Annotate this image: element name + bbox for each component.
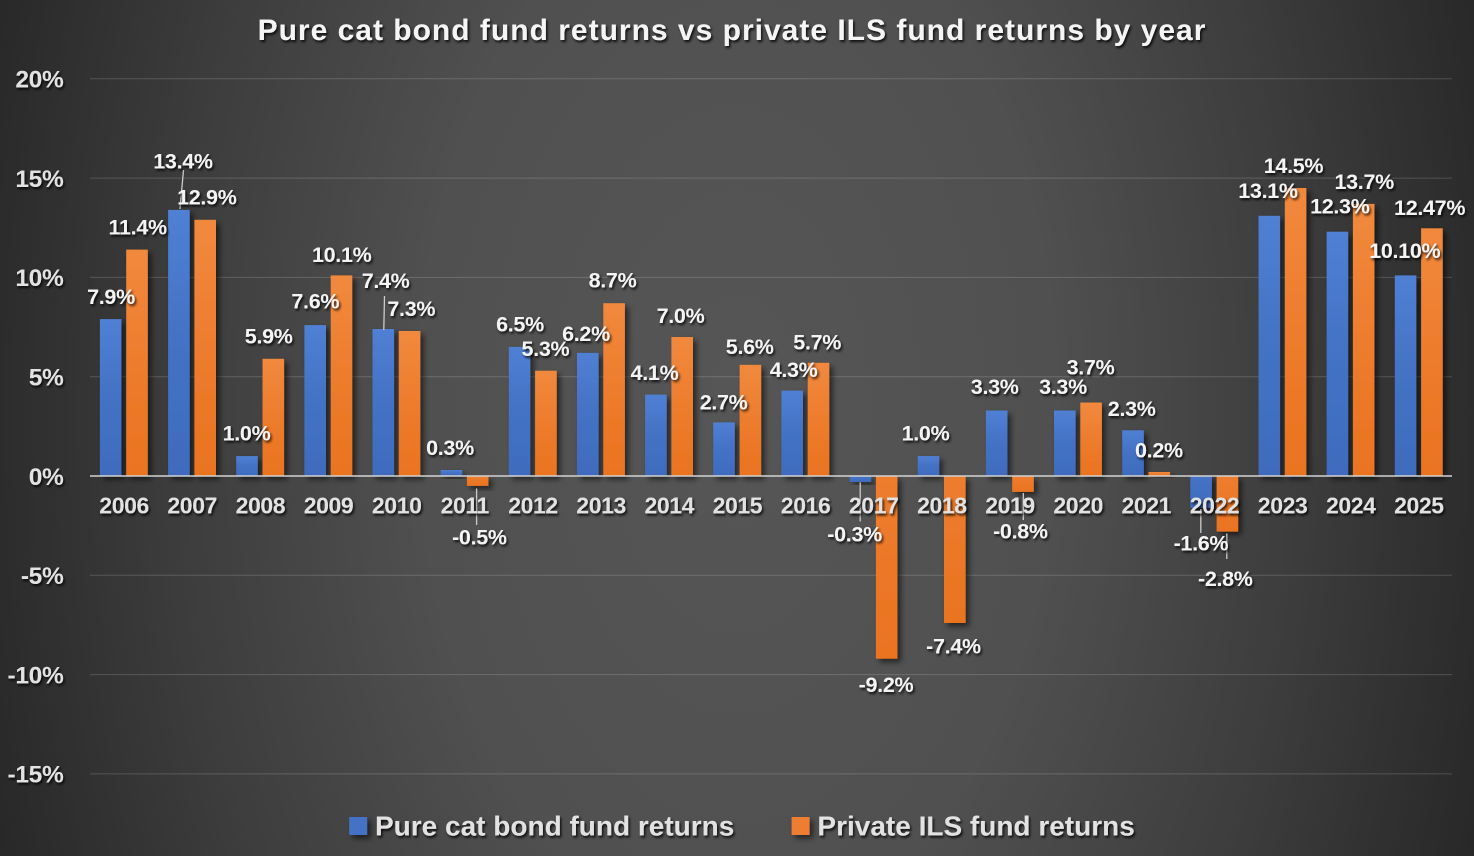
svg-text:2008: 2008: [236, 493, 286, 519]
svg-text:2016: 2016: [781, 493, 831, 519]
svg-text:2013: 2013: [576, 493, 626, 519]
svg-text:2006: 2006: [99, 493, 149, 519]
svg-text:-2.8%: -2.8%: [1198, 567, 1253, 591]
svg-text:7.6%: 7.6%: [291, 289, 339, 313]
svg-text:-0.5%: -0.5%: [452, 526, 507, 550]
svg-text:15%: 15%: [15, 166, 64, 193]
svg-text:10%: 10%: [15, 265, 64, 292]
svg-text:1.0%: 1.0%: [223, 421, 271, 445]
svg-text:7.4%: 7.4%: [362, 269, 410, 293]
svg-text:-1.6%: -1.6%: [1174, 532, 1229, 556]
svg-text:12.3%: 12.3%: [1310, 195, 1370, 219]
svg-text:3.3%: 3.3%: [1039, 375, 1087, 399]
svg-text:2012: 2012: [508, 493, 558, 519]
svg-text:-7.4%: -7.4%: [926, 635, 981, 659]
svg-text:8.7%: 8.7%: [589, 269, 637, 293]
svg-text:2011: 2011: [441, 493, 490, 519]
svg-text:-10%: -10%: [8, 662, 65, 689]
svg-text:13.4%: 13.4%: [153, 149, 213, 173]
svg-text:2018: 2018: [917, 493, 967, 519]
svg-text:6.5%: 6.5%: [496, 312, 544, 336]
svg-text:2020: 2020: [1053, 493, 1103, 519]
svg-text:5.3%: 5.3%: [521, 337, 569, 361]
svg-text:2015: 2015: [713, 493, 763, 519]
svg-text:7.9%: 7.9%: [87, 285, 135, 309]
svg-text:5.9%: 5.9%: [245, 324, 293, 348]
svg-text:7.0%: 7.0%: [657, 304, 705, 328]
svg-text:0.2%: 0.2%: [1135, 439, 1183, 463]
svg-text:14.5%: 14.5%: [1264, 154, 1324, 178]
svg-text:2014: 2014: [645, 493, 695, 519]
svg-text:2023: 2023: [1258, 493, 1308, 519]
svg-text:2022: 2022: [1190, 493, 1240, 519]
svg-text:10.10%: 10.10%: [1369, 239, 1440, 263]
svg-text:Pure cat bond fund returns: Pure cat bond fund returns: [375, 811, 734, 842]
svg-text:3.3%: 3.3%: [971, 375, 1019, 399]
svg-text:12.9%: 12.9%: [177, 186, 237, 210]
svg-text:11.4%: 11.4%: [109, 216, 167, 240]
svg-text:12.47%: 12.47%: [1394, 196, 1465, 220]
svg-text:2019: 2019: [985, 493, 1035, 519]
svg-text:5%: 5%: [29, 365, 64, 392]
svg-text:2009: 2009: [304, 493, 354, 519]
svg-text:Private ILS fund returns: Private ILS fund returns: [817, 811, 1134, 842]
svg-text:2024: 2024: [1326, 493, 1376, 519]
svg-text:-15%: -15%: [8, 762, 65, 789]
svg-text:6.2%: 6.2%: [562, 322, 610, 346]
svg-text:2.3%: 2.3%: [1108, 397, 1156, 421]
svg-text:7.3%: 7.3%: [387, 297, 435, 321]
svg-text:2007: 2007: [167, 493, 217, 519]
svg-text:5.7%: 5.7%: [793, 330, 841, 354]
svg-text:2010: 2010: [372, 493, 422, 519]
svg-text:13.1%: 13.1%: [1238, 179, 1298, 203]
svg-text:0%: 0%: [29, 464, 64, 491]
svg-text:2.7%: 2.7%: [700, 391, 748, 415]
svg-text:0.3%: 0.3%: [426, 436, 474, 460]
svg-text:Pure cat bond fund returns vs: Pure cat bond fund returns vs private IL…: [258, 14, 1207, 47]
svg-text:13.7%: 13.7%: [1334, 170, 1394, 194]
svg-text:2017: 2017: [849, 493, 899, 519]
svg-text:4.3%: 4.3%: [770, 358, 818, 382]
svg-text:5.6%: 5.6%: [726, 335, 774, 359]
svg-text:10.1%: 10.1%: [312, 243, 372, 267]
svg-text:-0.3%: -0.3%: [827, 522, 882, 546]
svg-text:2025: 2025: [1394, 493, 1444, 519]
svg-text:3.7%: 3.7%: [1067, 356, 1115, 380]
svg-text:4.1%: 4.1%: [631, 361, 679, 385]
svg-text:-9.2%: -9.2%: [859, 673, 914, 697]
svg-text:1.0%: 1.0%: [902, 422, 950, 446]
svg-text:2021: 2021: [1122, 493, 1172, 519]
svg-text:-5%: -5%: [21, 563, 64, 590]
svg-text:20%: 20%: [15, 67, 64, 94]
svg-text:-0.8%: -0.8%: [993, 519, 1048, 543]
